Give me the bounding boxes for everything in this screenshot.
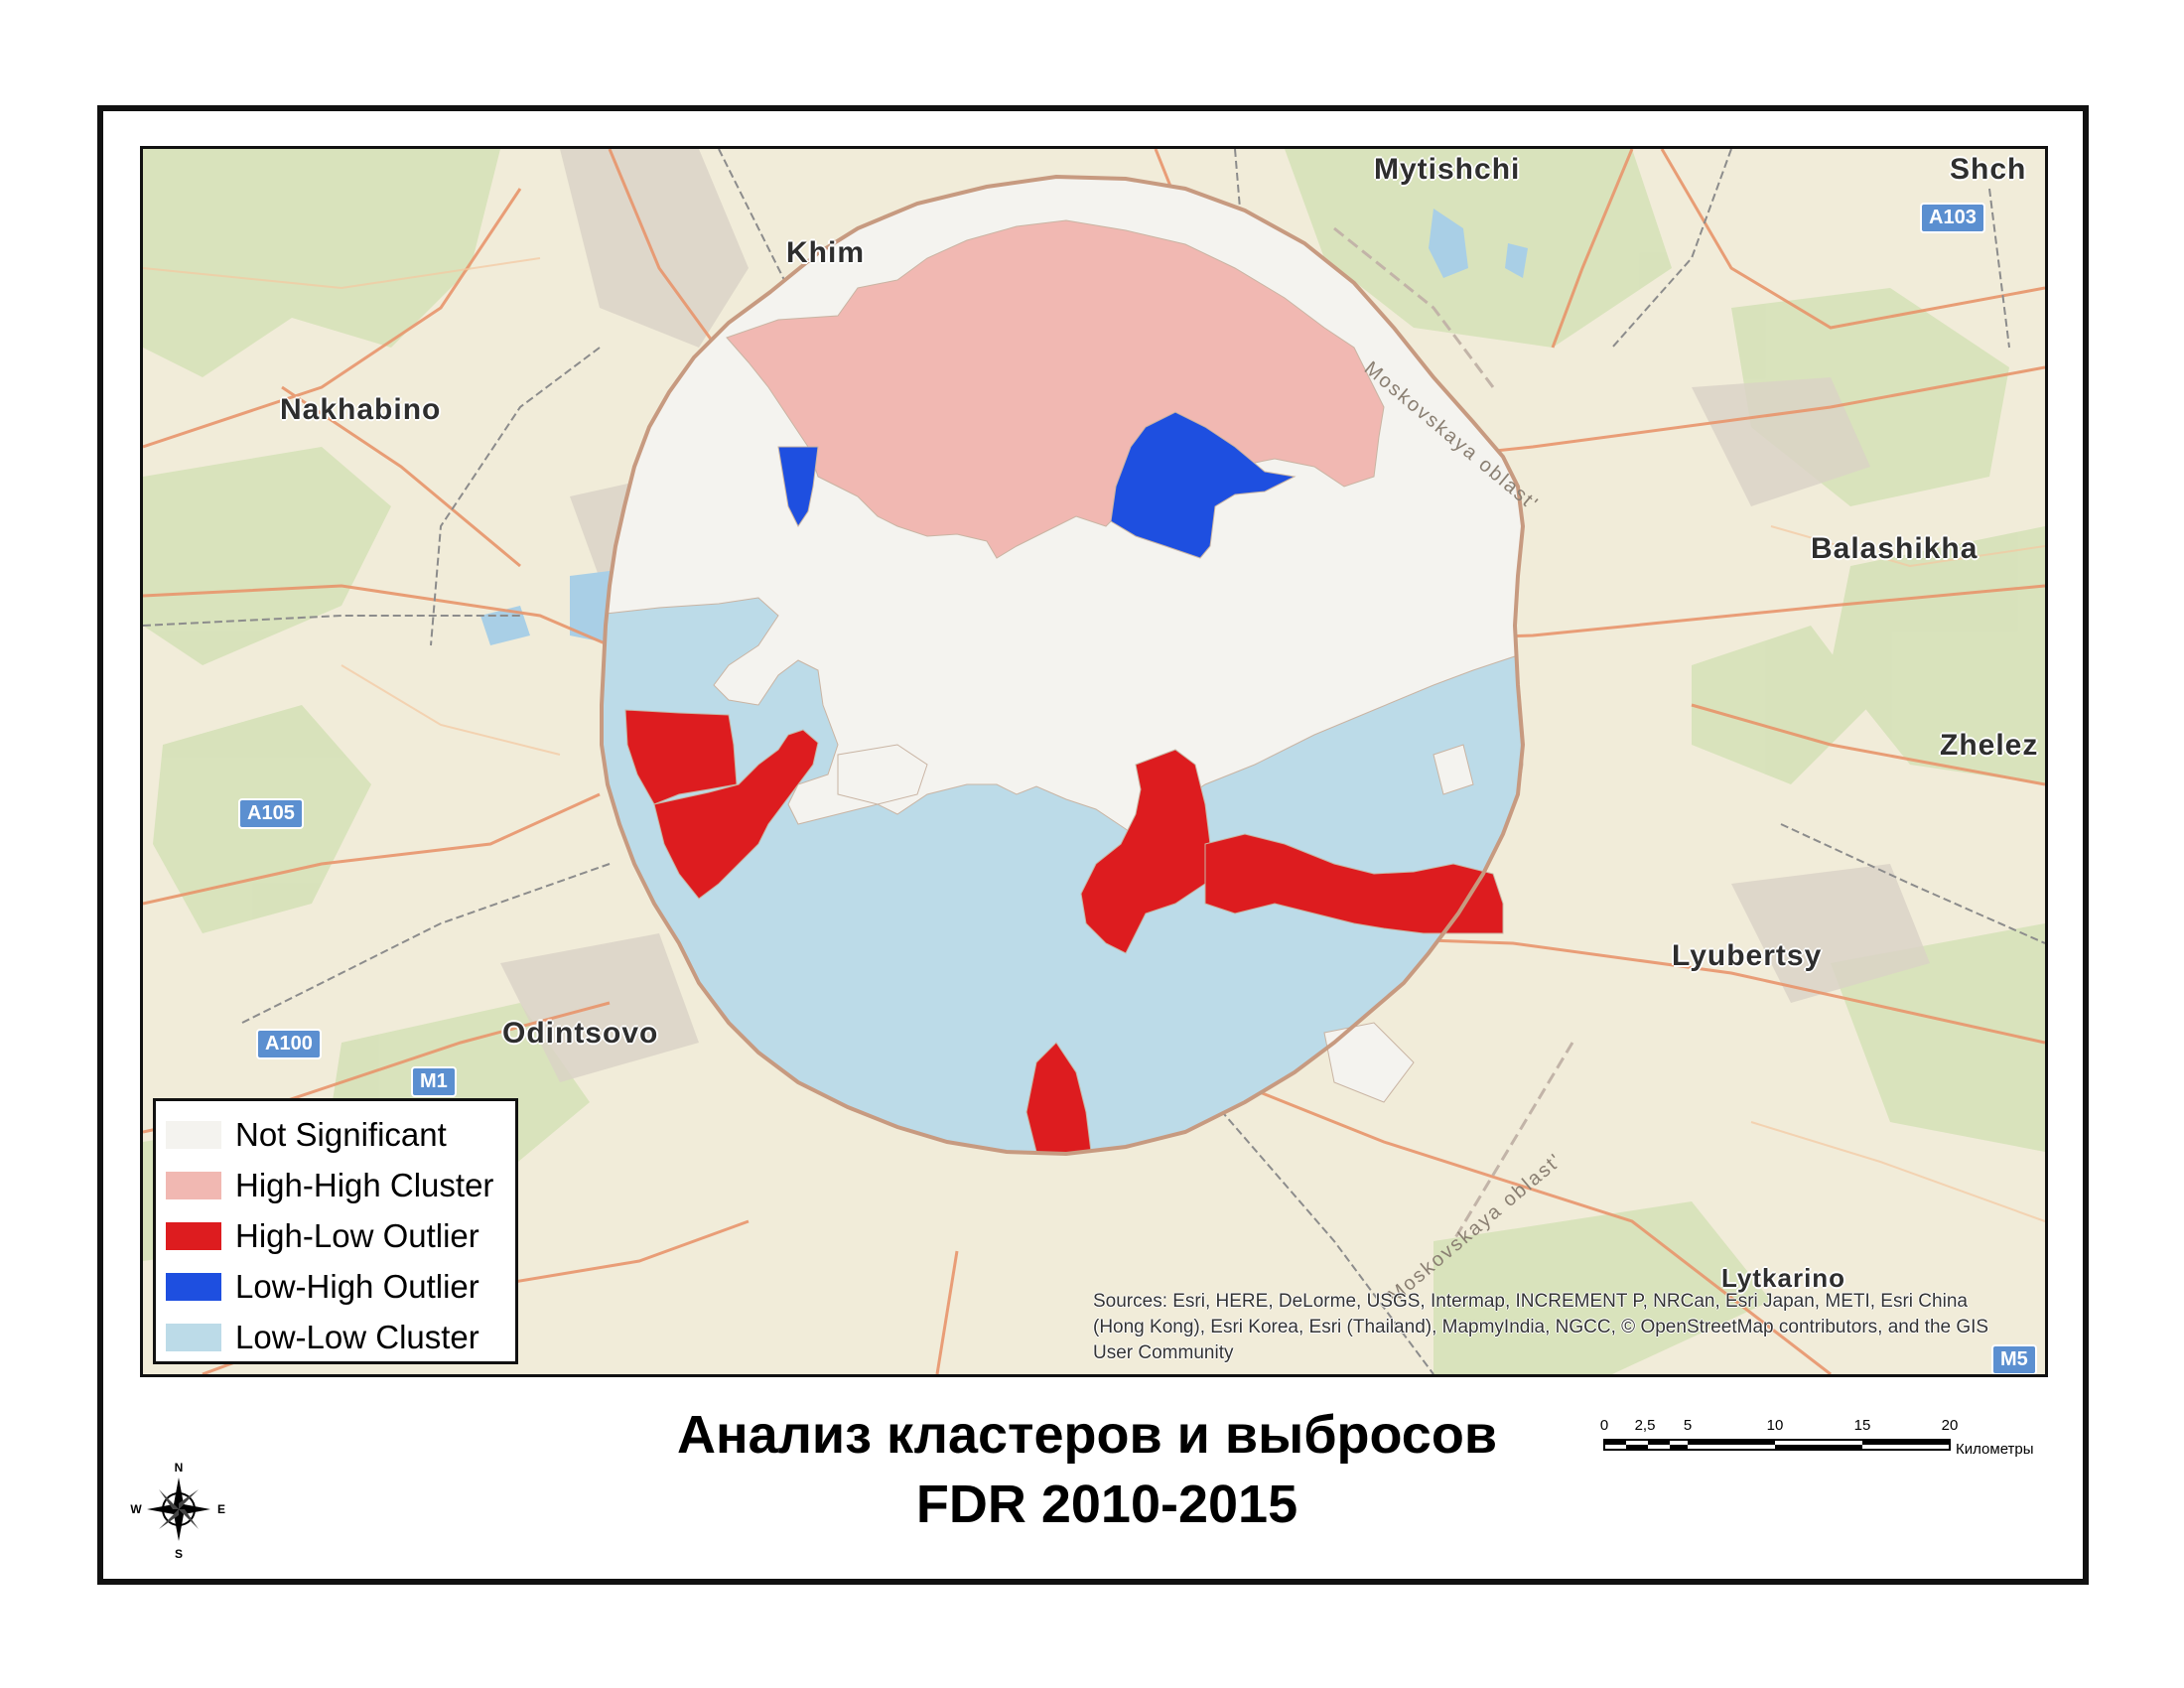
compass-s: S [175, 1547, 183, 1559]
attribution-text: Sources: Esri, HERE, DeLorme, USGS, Inte… [1093, 1291, 1989, 1363]
scale-tick-label: 15 [1854, 1417, 1871, 1434]
place-label-odintsovo: Odintsovo [502, 1017, 659, 1050]
place-label-zhelez: Zhelez [1940, 729, 2039, 762]
compass-n: N [175, 1461, 184, 1475]
legend-swatch [166, 1221, 221, 1250]
legend-label: Low-High Outlier [235, 1267, 479, 1305]
map-title-line2: FDR 2010-2015 [915, 1475, 1298, 1534]
road-shield-a100: A100 [256, 1029, 322, 1059]
legend-swatch [166, 1120, 221, 1149]
legend-label: Low-Low Cluster [235, 1318, 479, 1355]
legend-label: High-High Cluster [235, 1166, 494, 1203]
road-shield-a105: A105 [238, 798, 304, 829]
place-label-khim: Khim [786, 236, 865, 269]
compass-e: E [217, 1502, 225, 1516]
scale-tick-label: 2,5 [1635, 1417, 1656, 1434]
scale-tick-label: 5 [1684, 1417, 1692, 1434]
scale-tick-label: 10 [1767, 1417, 1784, 1434]
legend-swatch [166, 1323, 221, 1351]
north-arrow: N S E W [129, 1460, 228, 1561]
legend-item-low-high: Low-High Outlier [166, 1261, 505, 1312]
basemap [143, 149, 2045, 1374]
road-shield-m1: M1 [411, 1066, 457, 1097]
road-shield-m5: M5 [1991, 1344, 2037, 1374]
map-title-line1: Анализ кластеров и выбросов [676, 1405, 1498, 1465]
legend-item-high-high: High-High Cluster [166, 1160, 505, 1210]
place-label-shch: Shch [1950, 153, 2027, 186]
place-label-mytishchi: Mytishchi [1374, 153, 1521, 186]
legend-item-low-low: Low-Low Cluster [166, 1312, 505, 1362]
place-label-balashikha: Balashikha [1811, 532, 1979, 565]
map-legend: Not Significant High-High Cluster High-L… [153, 1098, 518, 1364]
place-label-lytkarino: Lytkarino [1721, 1263, 1846, 1293]
map-title: Анализ кластеров и выбросов FDR 2010-201… [516, 1400, 1658, 1539]
scale-tick-label: 0 [1600, 1417, 1608, 1434]
place-label-nakhabino: Nakhabino [280, 393, 442, 426]
legend-swatch [166, 1171, 221, 1199]
choropleth [601, 176, 1524, 1155]
place-label-lyubertsy: Lyubertsy [1672, 939, 1823, 972]
legend-label: High-Low Outlier [235, 1216, 479, 1254]
road-shield-a103: A103 [1920, 203, 1985, 233]
scale-bar: 0 2,5 5 10 15 20 Километры [1598, 1410, 2065, 1479]
compass-w: W [130, 1502, 142, 1516]
legend-label: Not Significant [235, 1115, 447, 1153]
legend-item-high-low: High-Low Outlier [166, 1210, 505, 1261]
scale-unit: Километры [1956, 1441, 2034, 1458]
map-view[interactable]: Mytishchi Shch Khim Nakhabino Balashikha… [140, 146, 2048, 1377]
legend-swatch [166, 1272, 221, 1301]
scale-tick-label: 20 [1942, 1417, 1959, 1434]
legend-item-not-significant: Not Significant [166, 1109, 505, 1160]
